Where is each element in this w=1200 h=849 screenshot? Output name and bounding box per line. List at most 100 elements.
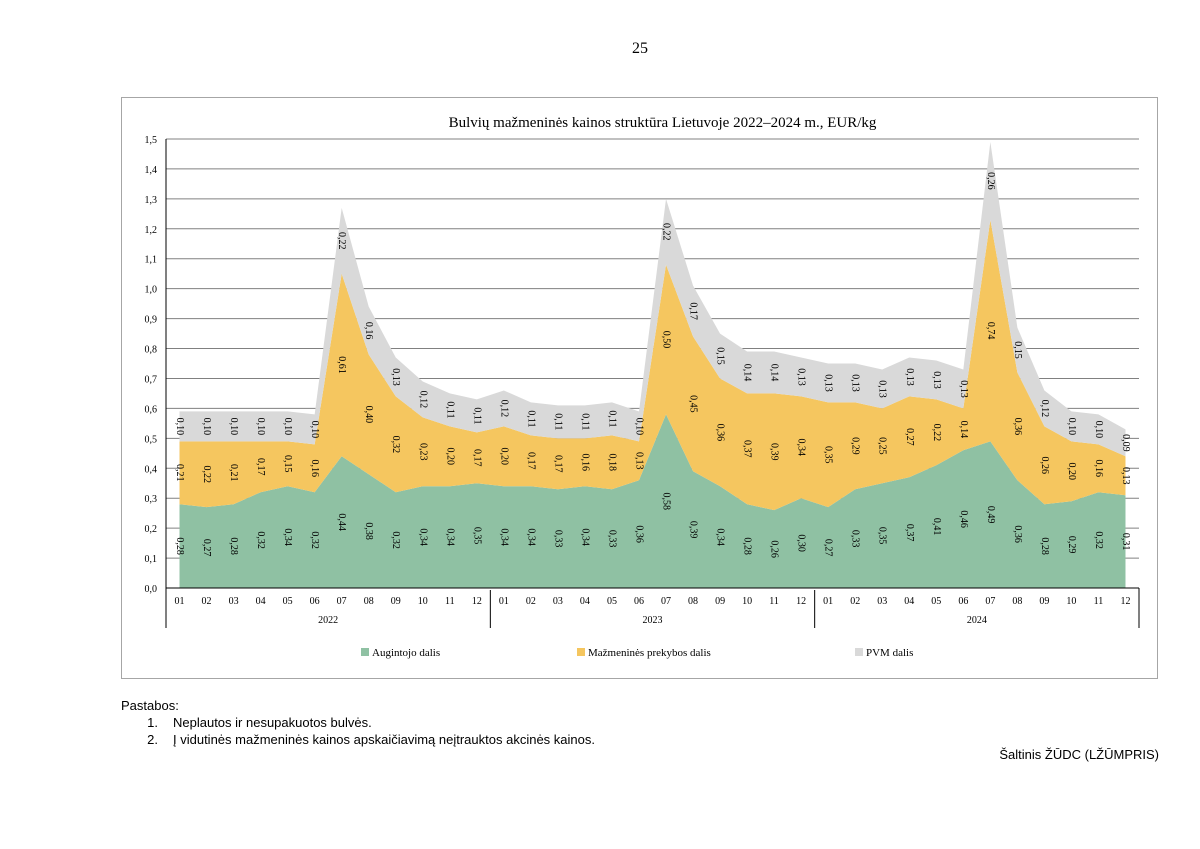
stacked-area-chart: Bulvių mažmeninės kainos struktūra Lietu… [145,115,1140,659]
data-label: 0,49 [985,506,996,524]
data-label: 0,27 [201,539,212,557]
data-label: 0,32 [1093,531,1104,549]
chart-title: Bulvių mažmeninės kainos struktūra Lietu… [449,115,877,131]
x-tick-label: 01 [175,596,185,607]
data-label: 0,36 [1012,418,1023,436]
data-label: 0,14 [742,364,753,382]
data-label: 0,44 [336,513,347,531]
x-tick-label: 08 [688,596,698,607]
x-tick-label: 09 [715,596,725,607]
x-tick-label: 07 [337,596,347,607]
data-label: 0,11 [471,407,482,424]
data-label: 0,20 [1066,463,1077,481]
x-tick-label: 05 [283,596,293,607]
data-label: 0,30 [796,534,807,552]
data-label: 0,16 [363,322,374,340]
data-label: 0,13 [823,374,834,392]
notes-list: 1. Neplautos ir nesupakuotos bulvės. 2. … [121,714,595,748]
data-label: 0,10 [633,418,644,436]
x-tick-label: 03 [877,596,887,607]
data-label: 0,45 [688,395,699,413]
data-label: 0,16 [1093,460,1104,478]
data-label: 0,38 [363,522,374,540]
data-label: 0,11 [606,410,617,427]
area-series-1 [179,414,1126,588]
data-label: 0,17 [525,452,536,470]
data-label: 0,26 [769,540,780,558]
data-label: 0,36 [715,424,726,442]
page-number: 25 [632,40,648,57]
legend-swatch [577,648,585,656]
data-label: 0,10 [174,418,185,436]
data-label: 0,34 [444,528,455,546]
note-number: 1. [147,715,158,730]
x-tick-label: 03 [229,596,239,607]
note-item: 1. Neplautos ir nesupakuotos bulvės. [121,714,595,731]
x-tick-label: 04 [256,596,266,607]
data-label: 0,22 [661,223,672,241]
data-label: 0,34 [715,528,726,546]
data-label: 0,39 [688,521,699,539]
y-tick-label: 0,7 [145,374,158,385]
data-label: 0,18 [606,454,617,472]
note-number: 2. [147,732,158,747]
data-label: 0,20 [444,448,455,466]
y-tick-label: 0,6 [145,404,158,415]
source-note: Šaltinis ŽŪDC (LŽŪMPRIS) [999,747,1159,762]
data-label: 0,10 [1093,421,1104,439]
data-label: 0,35 [877,527,888,545]
data-label: 0,22 [201,466,212,484]
data-label: 0,34 [498,528,509,546]
data-label: 0,15 [715,347,726,365]
data-label: 0,34 [525,528,536,546]
chart-frame: Bulvių mažmeninės kainos struktūra Lietu… [121,97,1158,679]
data-label: 0,21 [174,464,185,482]
x-tick-label: 06 [958,596,968,607]
data-label: 0,46 [958,510,969,528]
legend-label: PVM dalis [866,647,913,659]
data-label: 0,13 [904,368,915,386]
data-label: 0,17 [255,458,266,476]
legend-label: Augintojo dalis [372,647,440,659]
x-tick-label: 12 [472,596,482,607]
data-label: 0,13 [796,368,807,386]
y-tick-label: 0,4 [145,464,158,475]
data-label: 0,12 [1039,400,1050,418]
data-label: 0,32 [390,436,401,454]
data-label: 0,32 [390,531,401,549]
data-label: 0,33 [850,530,861,548]
data-label: 0,27 [823,539,834,557]
data-label: 0,32 [255,531,266,549]
data-label: 0,21 [228,464,239,482]
x-tick-label: 11 [1094,596,1104,607]
data-label: 0,10 [228,418,239,436]
data-label: 0,29 [850,437,861,455]
y-tick-label: 0,0 [145,584,158,595]
x-tick-label: 11 [769,596,779,607]
x-tick-label: 12 [796,596,806,607]
legend-label: Mažmeninės prekybos dalis [588,647,711,659]
x-tick-label: 05 [931,596,941,607]
x-tick-label: 02 [202,596,212,607]
data-label: 0,16 [309,460,320,478]
data-label: 0,39 [769,443,780,461]
data-label: 0,10 [1066,418,1077,436]
data-label: 0,33 [552,530,563,548]
data-label: 0,34 [796,439,807,457]
data-label: 0,11 [525,410,536,427]
data-label: 0,15 [1012,341,1023,359]
x-tick-label: 07 [661,596,671,607]
data-label: 0,50 [661,331,672,349]
y-tick-label: 1,3 [145,195,158,206]
data-label: 0,28 [228,537,239,555]
data-label: 0,17 [688,302,699,320]
x-tick-label: 10 [742,596,752,607]
data-label: 0,14 [958,421,969,439]
data-label: 0,36 [1012,525,1023,543]
data-label: 0,15 [282,455,293,473]
x-tick-label: 08 [1012,596,1022,607]
data-label: 0,12 [417,391,428,409]
data-label: 0,37 [742,440,753,458]
data-label: 0,10 [282,418,293,436]
x-tick-label: 01 [499,596,509,607]
